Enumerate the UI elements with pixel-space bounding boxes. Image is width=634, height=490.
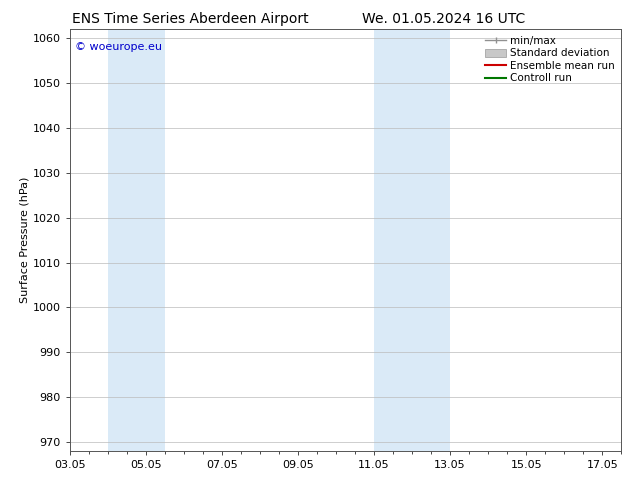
Text: ENS Time Series Aberdeen Airport: ENS Time Series Aberdeen Airport [72, 12, 309, 26]
Text: © woeurope.eu: © woeurope.eu [75, 42, 162, 52]
Text: We. 01.05.2024 16 UTC: We. 01.05.2024 16 UTC [362, 12, 526, 26]
Bar [108, 29, 165, 451]
Y-axis label: Surface Pressure (hPa): Surface Pressure (hPa) [20, 177, 30, 303]
Legend: min/max, Standard deviation, Ensemble mean run, Controll run: min/max, Standard deviation, Ensemble me… [482, 32, 618, 87]
Bar [374, 29, 450, 451]
